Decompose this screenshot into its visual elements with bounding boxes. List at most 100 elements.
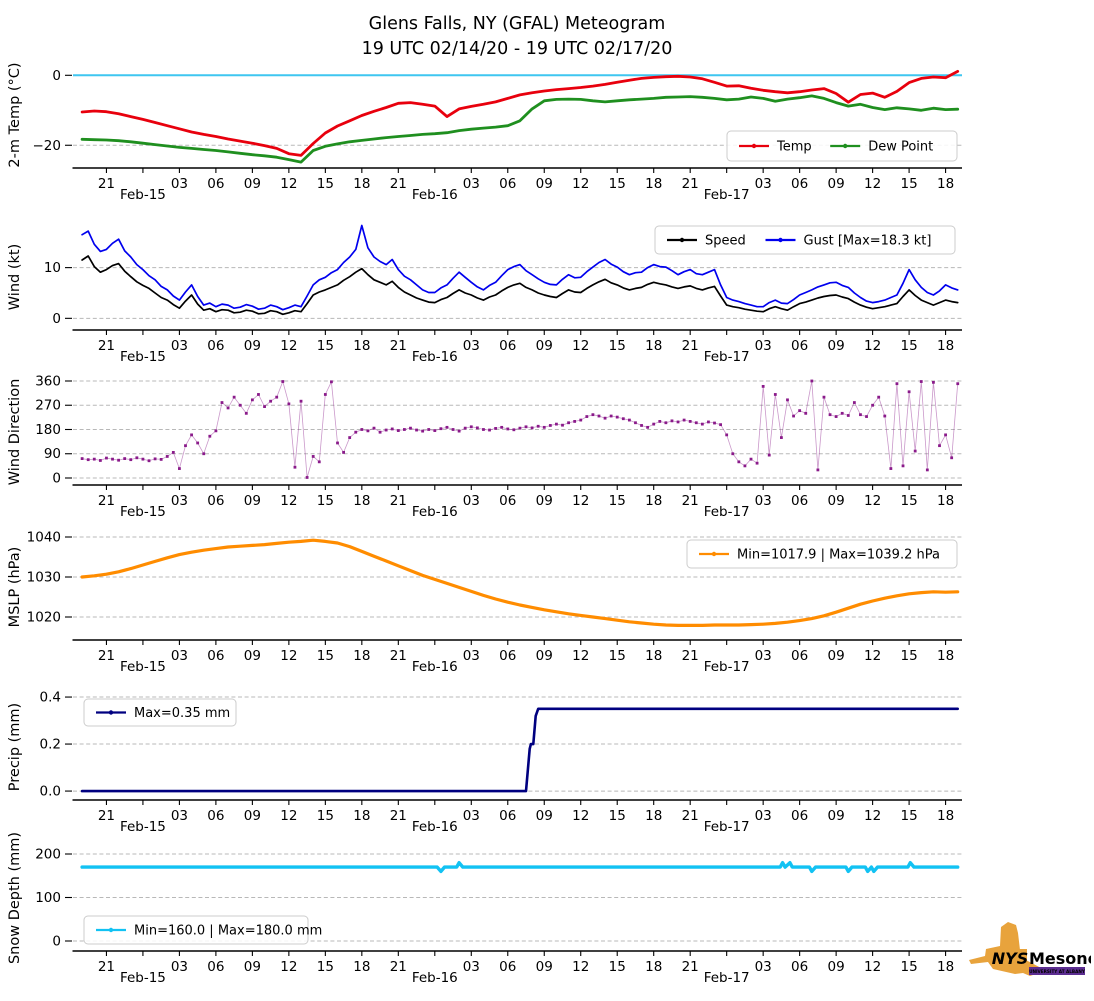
y-tick-label: 90 bbox=[44, 446, 61, 462]
scatter-marker bbox=[317, 460, 321, 464]
x-date-label: Feb-16 bbox=[412, 504, 458, 520]
legend-label: Min=1017.9 | Max=1039.2 hPa bbox=[737, 548, 940, 563]
scatter-marker bbox=[713, 421, 716, 425]
scatter-marker bbox=[117, 458, 121, 462]
x-hour-label: 21 bbox=[98, 493, 115, 509]
x-hour-label: 09 bbox=[536, 176, 553, 192]
scatter-marker bbox=[390, 427, 394, 431]
x-hour-label: 06 bbox=[207, 808, 224, 824]
x-hour-label: 03 bbox=[463, 493, 480, 509]
scatter-marker bbox=[518, 426, 522, 430]
x-hour-label: 15 bbox=[317, 808, 334, 824]
x-hour-label: 09 bbox=[536, 648, 553, 664]
x-hour-label: 06 bbox=[207, 176, 224, 192]
scatter-marker bbox=[907, 390, 911, 394]
x-hour-label: 03 bbox=[755, 493, 772, 509]
x-date-label: Feb-16 bbox=[412, 187, 458, 203]
scatter-marker bbox=[214, 429, 218, 433]
scatter-marker bbox=[700, 422, 704, 426]
legend-box bbox=[83, 915, 309, 945]
x-hour-label: 12 bbox=[572, 493, 589, 509]
x-hour-label: 18 bbox=[937, 808, 954, 824]
scatter-marker bbox=[621, 417, 625, 421]
x-date-label: Feb-16 bbox=[412, 819, 458, 835]
x-hour-label: 06 bbox=[499, 959, 516, 975]
scatter-marker bbox=[336, 441, 339, 445]
x-date-label: Feb-16 bbox=[412, 659, 458, 675]
scatter-marker bbox=[530, 426, 534, 430]
x-date-label: Feb-15 bbox=[120, 819, 166, 835]
scatter-marker bbox=[658, 420, 662, 423]
scatter-marker bbox=[561, 423, 564, 427]
x-hour-label: 15 bbox=[609, 808, 626, 824]
y-tick-label: 1040 bbox=[27, 530, 61, 546]
scatter-marker bbox=[165, 455, 169, 458]
x-hour-label: 15 bbox=[317, 959, 334, 975]
chart-subtitle: 19 UTC 02/14/20 - 19 UTC 02/17/20 bbox=[362, 39, 673, 59]
x-hour-label: 15 bbox=[609, 648, 626, 664]
scatter-marker bbox=[257, 393, 260, 396]
x-hour-label: 09 bbox=[536, 959, 553, 975]
x-hour-label: 03 bbox=[755, 648, 772, 664]
scatter-marker bbox=[409, 426, 412, 430]
x-hour-label: 03 bbox=[755, 808, 772, 824]
scatter-marker bbox=[950, 456, 954, 460]
scatter-marker bbox=[737, 460, 741, 464]
scatter-marker bbox=[767, 453, 771, 457]
scatter-marker bbox=[141, 457, 145, 461]
x-date-label: Feb-16 bbox=[412, 970, 458, 986]
scatter-marker bbox=[889, 467, 893, 470]
x-hour-label: 18 bbox=[645, 648, 662, 664]
scatter-marker bbox=[421, 429, 425, 433]
scatter-marker bbox=[488, 428, 491, 432]
x-hour-label: 09 bbox=[828, 493, 845, 509]
legend-marker bbox=[843, 143, 848, 149]
x-hour-label: 03 bbox=[171, 338, 188, 354]
x-hour-label: 12 bbox=[572, 959, 589, 975]
x-date-label: Feb-15 bbox=[120, 349, 166, 365]
scatter-marker bbox=[86, 458, 90, 462]
x-hour-label: 06 bbox=[207, 959, 224, 975]
chart-title: Glens Falls, NY (GFAL) Meteogram bbox=[369, 14, 666, 34]
scatter-marker bbox=[828, 413, 832, 417]
x-hour-label: 15 bbox=[317, 338, 334, 354]
scatter-marker bbox=[725, 433, 729, 437]
legend-marker bbox=[679, 237, 685, 243]
y-axis-label: Snow Depth (mm) bbox=[7, 832, 23, 964]
x-hour-label: 12 bbox=[864, 338, 881, 354]
scatter-marker bbox=[688, 420, 692, 423]
x-hour-label: 09 bbox=[828, 176, 845, 192]
legend-marker bbox=[108, 927, 114, 933]
scatter-marker bbox=[755, 461, 759, 465]
scatter-marker bbox=[396, 429, 400, 432]
y-axis-label: Wind Direction bbox=[7, 379, 23, 486]
x-hour-label: 12 bbox=[280, 493, 297, 509]
x-hour-label: 09 bbox=[244, 493, 261, 509]
y-tick-label: 0 bbox=[52, 933, 61, 949]
scatter-marker bbox=[743, 464, 747, 468]
scatter-marker bbox=[226, 406, 230, 410]
scatter-marker bbox=[263, 405, 266, 408]
x-hour-label: 15 bbox=[901, 176, 918, 192]
scatter-marker bbox=[105, 456, 108, 460]
scatter-marker bbox=[840, 411, 844, 415]
scatter-marker bbox=[250, 398, 254, 402]
x-hour-label: 09 bbox=[828, 338, 845, 354]
x-hour-label: 03 bbox=[171, 959, 188, 975]
x-hour-label: 09 bbox=[828, 959, 845, 975]
legend-label: Min=160.0 | Max=180.0 mm bbox=[134, 924, 322, 939]
scatter-marker bbox=[792, 414, 795, 418]
scatter-marker bbox=[159, 458, 163, 461]
scatter-marker bbox=[494, 427, 498, 430]
scatter-marker bbox=[816, 468, 820, 472]
scatter-marker bbox=[348, 436, 352, 439]
series-temp bbox=[80, 70, 960, 157]
x-hour-label: 18 bbox=[937, 648, 954, 664]
scatter-marker bbox=[938, 444, 941, 448]
x-hour-label: 06 bbox=[499, 808, 516, 824]
x-hour-label: 18 bbox=[353, 176, 370, 192]
scatter-marker bbox=[761, 384, 765, 388]
y-tick-label: 0.2 bbox=[40, 737, 61, 753]
scatter-marker bbox=[719, 423, 722, 427]
y-tick-label: 0 bbox=[52, 311, 61, 327]
